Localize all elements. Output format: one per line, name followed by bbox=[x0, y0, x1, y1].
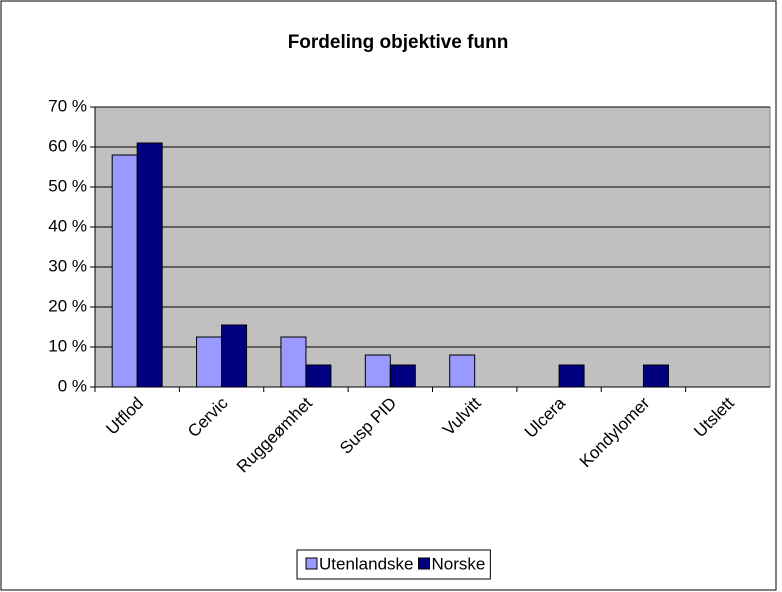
legend-swatch bbox=[305, 557, 318, 570]
bar bbox=[389, 364, 416, 388]
chart-title: Fordeling objektive funn bbox=[288, 32, 509, 53]
y-tick-label: 0 % bbox=[58, 376, 87, 395]
bar bbox=[221, 324, 248, 388]
legend-box bbox=[296, 549, 491, 580]
y-tick-label: 30 % bbox=[48, 256, 87, 275]
bar bbox=[642, 364, 669, 388]
legend-label: Norske bbox=[432, 554, 486, 573]
y-tick-label: 20 % bbox=[48, 296, 87, 315]
legend: Utenlandske Norske bbox=[296, 549, 491, 580]
bar bbox=[196, 336, 223, 388]
y-tick-label: 50 % bbox=[48, 176, 87, 195]
bar bbox=[364, 354, 391, 388]
y-tick-label: 10 % bbox=[48, 336, 87, 355]
bar bbox=[136, 142, 163, 388]
y-tick-label: 40 % bbox=[48, 216, 87, 235]
legend-label: Utenlandske bbox=[319, 554, 414, 573]
bar bbox=[280, 336, 307, 388]
legend-swatch bbox=[418, 557, 431, 570]
bar bbox=[111, 154, 138, 388]
y-tick-label: 70 % bbox=[48, 96, 87, 115]
bar bbox=[305, 364, 332, 388]
bar bbox=[558, 364, 585, 388]
y-tick-label: 60 % bbox=[48, 136, 87, 155]
bar bbox=[449, 354, 476, 388]
